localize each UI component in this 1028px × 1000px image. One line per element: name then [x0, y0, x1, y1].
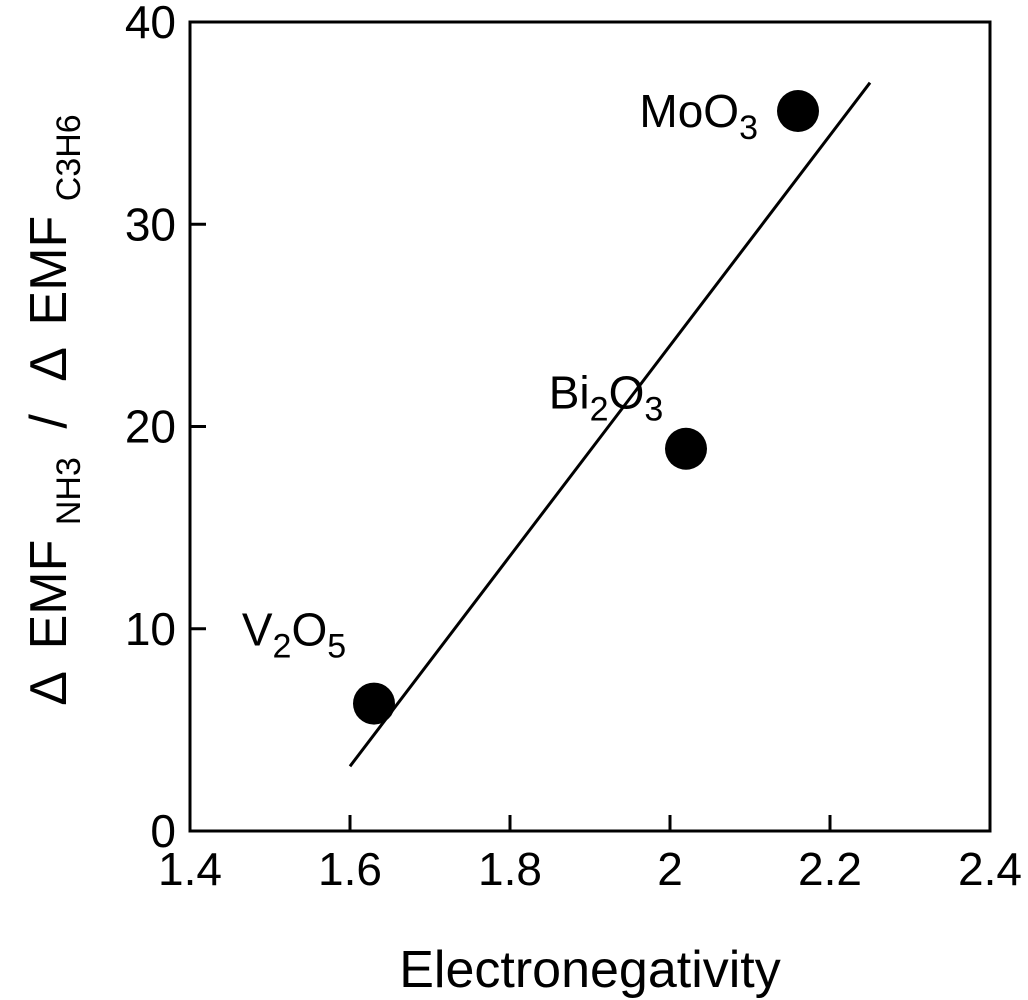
- y-axis-title: Δ EMF NH3 / Δ EMF C3H6: [20, 114, 92, 705]
- y-title-denominator-sub: C3H6: [50, 114, 88, 201]
- y-axis-ticks: 0 10 20 30 40: [125, 0, 206, 857]
- y-title-numerator: EMF: [20, 540, 78, 650]
- x-tick-label: 1.6: [318, 843, 382, 895]
- y-title-separator: /: [20, 414, 78, 429]
- label-text: V: [242, 604, 273, 656]
- y-tick-label: 40: [125, 0, 176, 48]
- data-point-label: Bi2O3: [549, 367, 664, 429]
- label-subscript: 2: [590, 391, 609, 429]
- label-text: O: [291, 604, 327, 656]
- x-tick-label: 1.8: [478, 843, 542, 895]
- data-points: [353, 89, 819, 725]
- data-point: [665, 427, 707, 470]
- y-title-delta-1: Δ: [20, 672, 78, 706]
- y-tick-label: 10: [125, 603, 176, 655]
- x-tick-label: 2: [657, 843, 683, 895]
- x-tick-label: 2.2: [798, 843, 862, 895]
- x-tick-label: 2.4: [958, 843, 1022, 895]
- y-title-numerator-sub: NH3: [50, 457, 88, 525]
- label-subscript: 5: [327, 628, 346, 666]
- y-tick-label: 30: [125, 198, 176, 250]
- fit-line: [348, 81, 872, 768]
- y-tick-label: 20: [125, 401, 176, 453]
- x-axis-title: Electronegativity: [399, 941, 781, 999]
- label-subscript: 2: [273, 628, 292, 666]
- data-point: [777, 89, 819, 132]
- y-title-denominator: EMF: [20, 216, 78, 326]
- label-text: MoO: [639, 85, 739, 137]
- x-tick-label: 1.4: [158, 843, 222, 895]
- data-point-label: V2O5: [242, 604, 346, 666]
- label-subscript: 3: [644, 391, 663, 429]
- label-text: Bi: [549, 367, 590, 419]
- data-point: [353, 682, 395, 725]
- y-title-delta-2: Δ: [20, 348, 78, 382]
- y-tick-label: 0: [150, 805, 176, 857]
- x-axis-ticks: 1.4 1.6 1.8 2 2.2 2.4: [158, 815, 1022, 895]
- data-point-label: MoO3: [639, 85, 758, 147]
- label-subscript: 3: [739, 109, 758, 147]
- label-text: O: [609, 367, 645, 419]
